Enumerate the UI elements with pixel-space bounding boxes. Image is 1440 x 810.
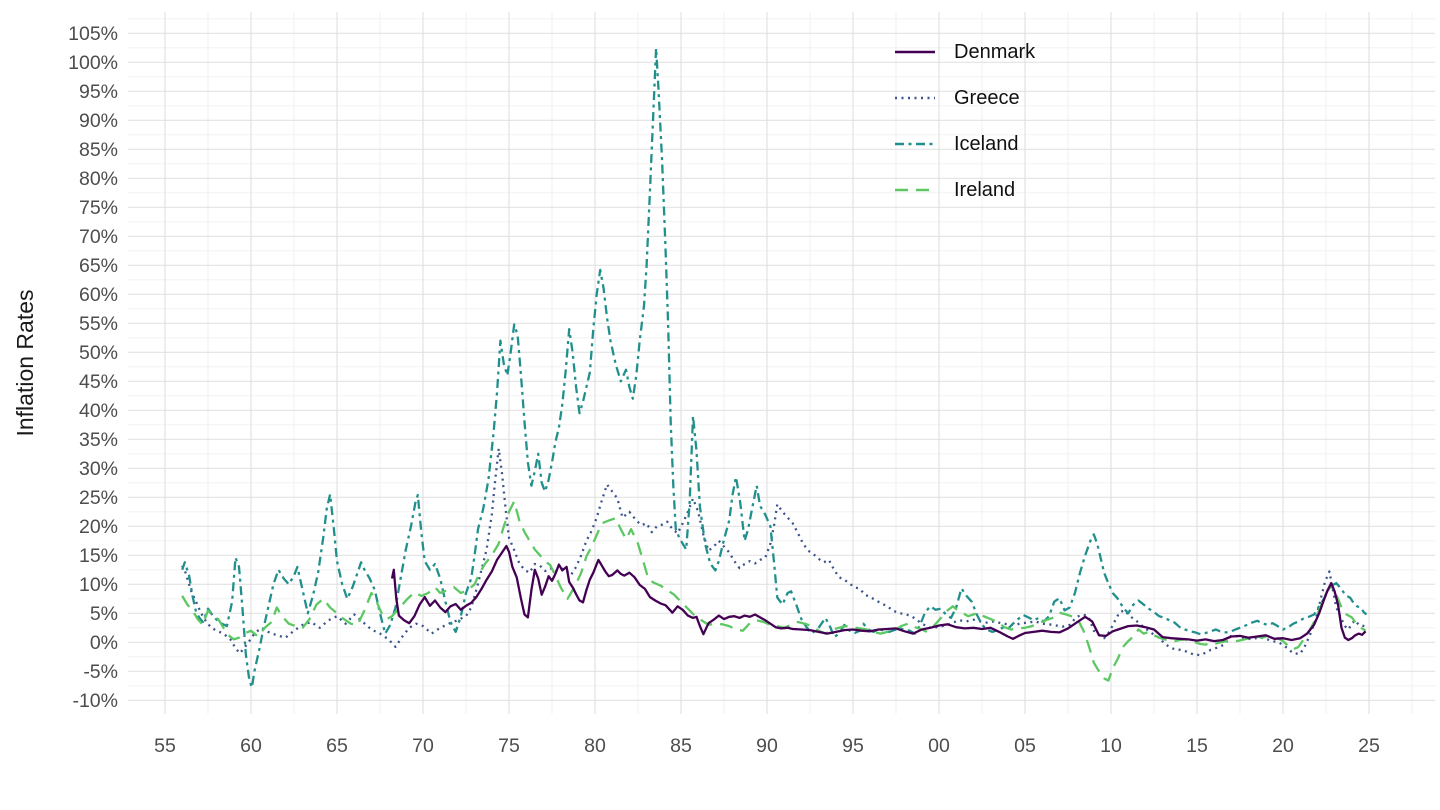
y-tick-label: 80% (79, 168, 118, 190)
series-lines (181, 47, 1368, 689)
legend-item-greece: Greece (893, 75, 1035, 121)
y-tick-label: 35% (79, 429, 118, 451)
series-line-iceland (181, 47, 1368, 689)
legend-key-greece-line (895, 96, 935, 100)
y-tick-label: -5% (83, 661, 118, 683)
x-tick-label: 60 (240, 735, 262, 757)
x-tick-label: 70 (412, 735, 434, 757)
y-tick-label: 60% (79, 284, 118, 306)
y-tick-label: 25% (79, 487, 118, 509)
legend-key-ireland-line (895, 188, 935, 192)
series-line-ireland (181, 500, 1367, 682)
x-tick-label: 95 (842, 735, 864, 757)
y-tick-label: -10% (72, 690, 118, 712)
y-tick-label: 70% (79, 226, 118, 248)
series-line-denmark (390, 544, 1367, 643)
legend-item-iceland: Iceland (893, 121, 1035, 167)
x-tick-label: 90 (756, 735, 778, 757)
y-tick-label: 65% (79, 255, 118, 277)
x-tick-label: 55 (154, 735, 176, 757)
y-axis-tick-labels: -10% -5% 0% 5% 10% 15% 20% 25% 30% 35% 40% 45% 50% 55… (68, 23, 118, 712)
y-tick-label: 40% (79, 400, 118, 422)
y-tick-label: 10% (79, 574, 118, 596)
y-tick-label: 95% (79, 81, 118, 103)
legend-key-iceland-line (895, 142, 935, 146)
x-tick-label: 15 (1186, 735, 1208, 757)
y-tick-label: 20% (79, 516, 118, 538)
gridlines-major (128, 12, 1435, 714)
x-tick-label: 05 (1014, 735, 1036, 757)
legend-label: Denmark (954, 40, 1036, 63)
y-tick-label: 90% (79, 110, 118, 132)
y-tick-label: 50% (79, 342, 118, 364)
y-axis-title: Inflation Rates (12, 289, 38, 437)
x-axis-tick-labels: 55 60 65 70 75 80 85 90 95 00 05 10 15 20 25 (154, 735, 1380, 757)
x-tick-label: 25 (1358, 735, 1380, 757)
y-tick-label: 55% (79, 313, 118, 335)
legend-label: Greece (954, 86, 1020, 109)
x-tick-label: 20 (1272, 735, 1294, 757)
chart-legend: Denmark Greece Iceland Ireland (893, 29, 1035, 213)
y-tick-label: 45% (79, 371, 118, 393)
y-tick-label: 15% (79, 545, 118, 567)
y-tick-label: 75% (79, 197, 118, 219)
x-tick-label: 75 (498, 735, 520, 757)
legend-label: Ireland (954, 178, 1016, 201)
y-tick-label: 5% (90, 603, 118, 625)
x-tick-label: 65 (326, 735, 348, 757)
y-tick-label: 100% (68, 52, 118, 74)
gridlines-minor (128, 12, 1435, 714)
y-tick-label: 0% (90, 632, 118, 654)
legend-item-ireland: Ireland (893, 167, 1035, 213)
series-line-greece (181, 447, 1366, 657)
legend-item-denmark: Denmark (893, 29, 1035, 75)
x-tick-label: 10 (1100, 735, 1122, 757)
x-tick-label: 80 (584, 735, 606, 757)
y-tick-label: 85% (79, 139, 118, 161)
legend-key-denmark-line (895, 50, 935, 54)
x-tick-label: 00 (928, 735, 950, 757)
legend-label: Iceland (954, 132, 1019, 155)
y-tick-label: 30% (79, 458, 118, 480)
y-tick-label: 105% (68, 23, 118, 45)
x-tick-label: 85 (670, 735, 692, 757)
